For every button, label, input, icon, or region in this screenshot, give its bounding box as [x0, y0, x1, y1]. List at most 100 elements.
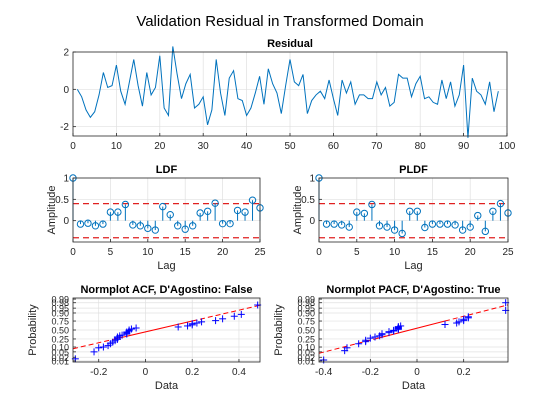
stem-marker — [398, 229, 406, 238]
chart-normplot_acf: -0.2 0 0.2 0.40.010.020.050.100.250.500.750… — [27, 284, 262, 392]
reference-line-ext — [72, 338, 116, 350]
stem-marker — [196, 209, 204, 217]
stem-marker — [496, 199, 505, 208]
stem-marker — [443, 220, 452, 228]
y-tick-label: 0 — [309, 216, 315, 227]
x-tick-label: 0 — [70, 247, 76, 258]
reference-line-ext — [444, 304, 509, 322]
stem-marker — [337, 221, 346, 229]
qq-marker — [230, 312, 238, 320]
chart-title: PLDF — [399, 164, 428, 176]
qq-marker — [366, 334, 374, 342]
y-tick-label: 0.25 — [297, 334, 315, 344]
x-tick-label: 0 — [143, 367, 149, 378]
x-tick-label: 0 — [70, 141, 76, 152]
stem-marker — [458, 226, 467, 234]
stem-marker — [428, 220, 437, 228]
qq-marker — [127, 325, 135, 333]
y-tick-label: 0.10 — [51, 343, 69, 353]
x-tick-label: 25 — [502, 247, 514, 258]
stem-marker — [451, 221, 459, 229]
y-tick-label: 0.90 — [51, 308, 69, 318]
qq-marker — [378, 330, 386, 338]
stem-marker — [406, 207, 414, 215]
stem-marker — [353, 208, 361, 216]
stem-marker — [226, 219, 234, 228]
stem-marker — [159, 202, 167, 211]
y-tick-label: 0.95 — [297, 304, 315, 314]
y-tick-label: 2 — [63, 48, 69, 59]
stem-marker — [181, 225, 189, 233]
axes-frame — [318, 177, 509, 243]
chart-title: LDF — [156, 164, 178, 176]
stem-marker — [390, 226, 399, 234]
x-tick-label: 0.2 — [457, 367, 471, 378]
chart-title: Residual — [267, 38, 313, 50]
stem-marker — [76, 220, 85, 228]
plot-area — [73, 178, 260, 242]
y-axis-label: Amplitude — [292, 186, 304, 235]
y-tick-label: 0.01 — [297, 356, 315, 366]
stem-marker — [360, 209, 369, 218]
stem-marker — [106, 208, 115, 216]
figure-title: Validation Residual in Transformed Domai… — [136, 13, 423, 30]
plot-area — [319, 178, 508, 242]
qq-marker — [464, 313, 472, 321]
qq-marker — [390, 326, 398, 334]
chart-normplot_pacf: -0.4 -0.2 0 0.2 0.010.020.050.100.250.500.75… — [273, 284, 510, 392]
qq-marker — [460, 315, 468, 323]
stem-marker — [241, 208, 249, 216]
x-axis-label: Lag — [404, 260, 422, 272]
stem-marker — [144, 224, 152, 233]
stem-marker — [211, 199, 219, 207]
y-tick-label: 0.5 — [301, 195, 315, 206]
qq-marker — [95, 344, 103, 352]
stem-marker — [188, 222, 197, 230]
stem-marker — [481, 227, 490, 236]
x-tick-label: 0.4 — [232, 367, 246, 378]
chart-title: Normplot ACF, D'Agostino: False — [80, 284, 252, 296]
axes-frame — [72, 177, 261, 243]
qq-marker — [355, 340, 363, 348]
y-tick-label: 0.50 — [51, 326, 69, 336]
qq-marker — [397, 322, 405, 330]
reference-line — [374, 320, 446, 340]
qq-marker — [441, 321, 449, 329]
x-tick-label: 90 — [458, 141, 470, 152]
stem-marker — [383, 223, 391, 231]
x-axis-label: Data — [155, 380, 179, 392]
stem-marker — [151, 226, 159, 234]
qq-marker — [385, 328, 393, 336]
y-tick-label: 0.02 — [297, 353, 315, 363]
y-tick-label: 0 — [63, 85, 69, 96]
y-tick-label: 0.50 — [297, 326, 315, 336]
qq-marker — [343, 344, 351, 352]
x-tick-label: 5 — [354, 247, 360, 258]
y-axis-label: Probability — [27, 304, 39, 356]
stem-marker — [248, 196, 257, 204]
qq-marker — [212, 317, 220, 325]
stem-marker — [489, 207, 497, 215]
stem-marker — [84, 219, 92, 227]
qq-marker — [237, 310, 245, 318]
x-tick-label: 25 — [254, 247, 266, 258]
y-tick-label: 0.75 — [51, 317, 69, 327]
reference-line-ext — [192, 304, 261, 322]
stem-marker — [421, 223, 429, 232]
stem-marker — [114, 208, 122, 216]
qq-marker — [455, 318, 463, 326]
x-tick-label: 10 — [142, 247, 154, 258]
stem-marker — [91, 222, 100, 230]
qq-marker — [198, 318, 206, 326]
y-tick-label: 1 — [63, 174, 69, 185]
stem-marker — [203, 207, 212, 215]
stem-marker — [330, 220, 338, 228]
stem-marker — [136, 222, 145, 230]
qq-marker — [362, 336, 370, 344]
qq-marker — [90, 348, 98, 356]
x-tick-label: -0.2 — [362, 367, 380, 378]
stem-marker — [345, 223, 353, 231]
y-tick-label: -2 — [60, 122, 69, 133]
